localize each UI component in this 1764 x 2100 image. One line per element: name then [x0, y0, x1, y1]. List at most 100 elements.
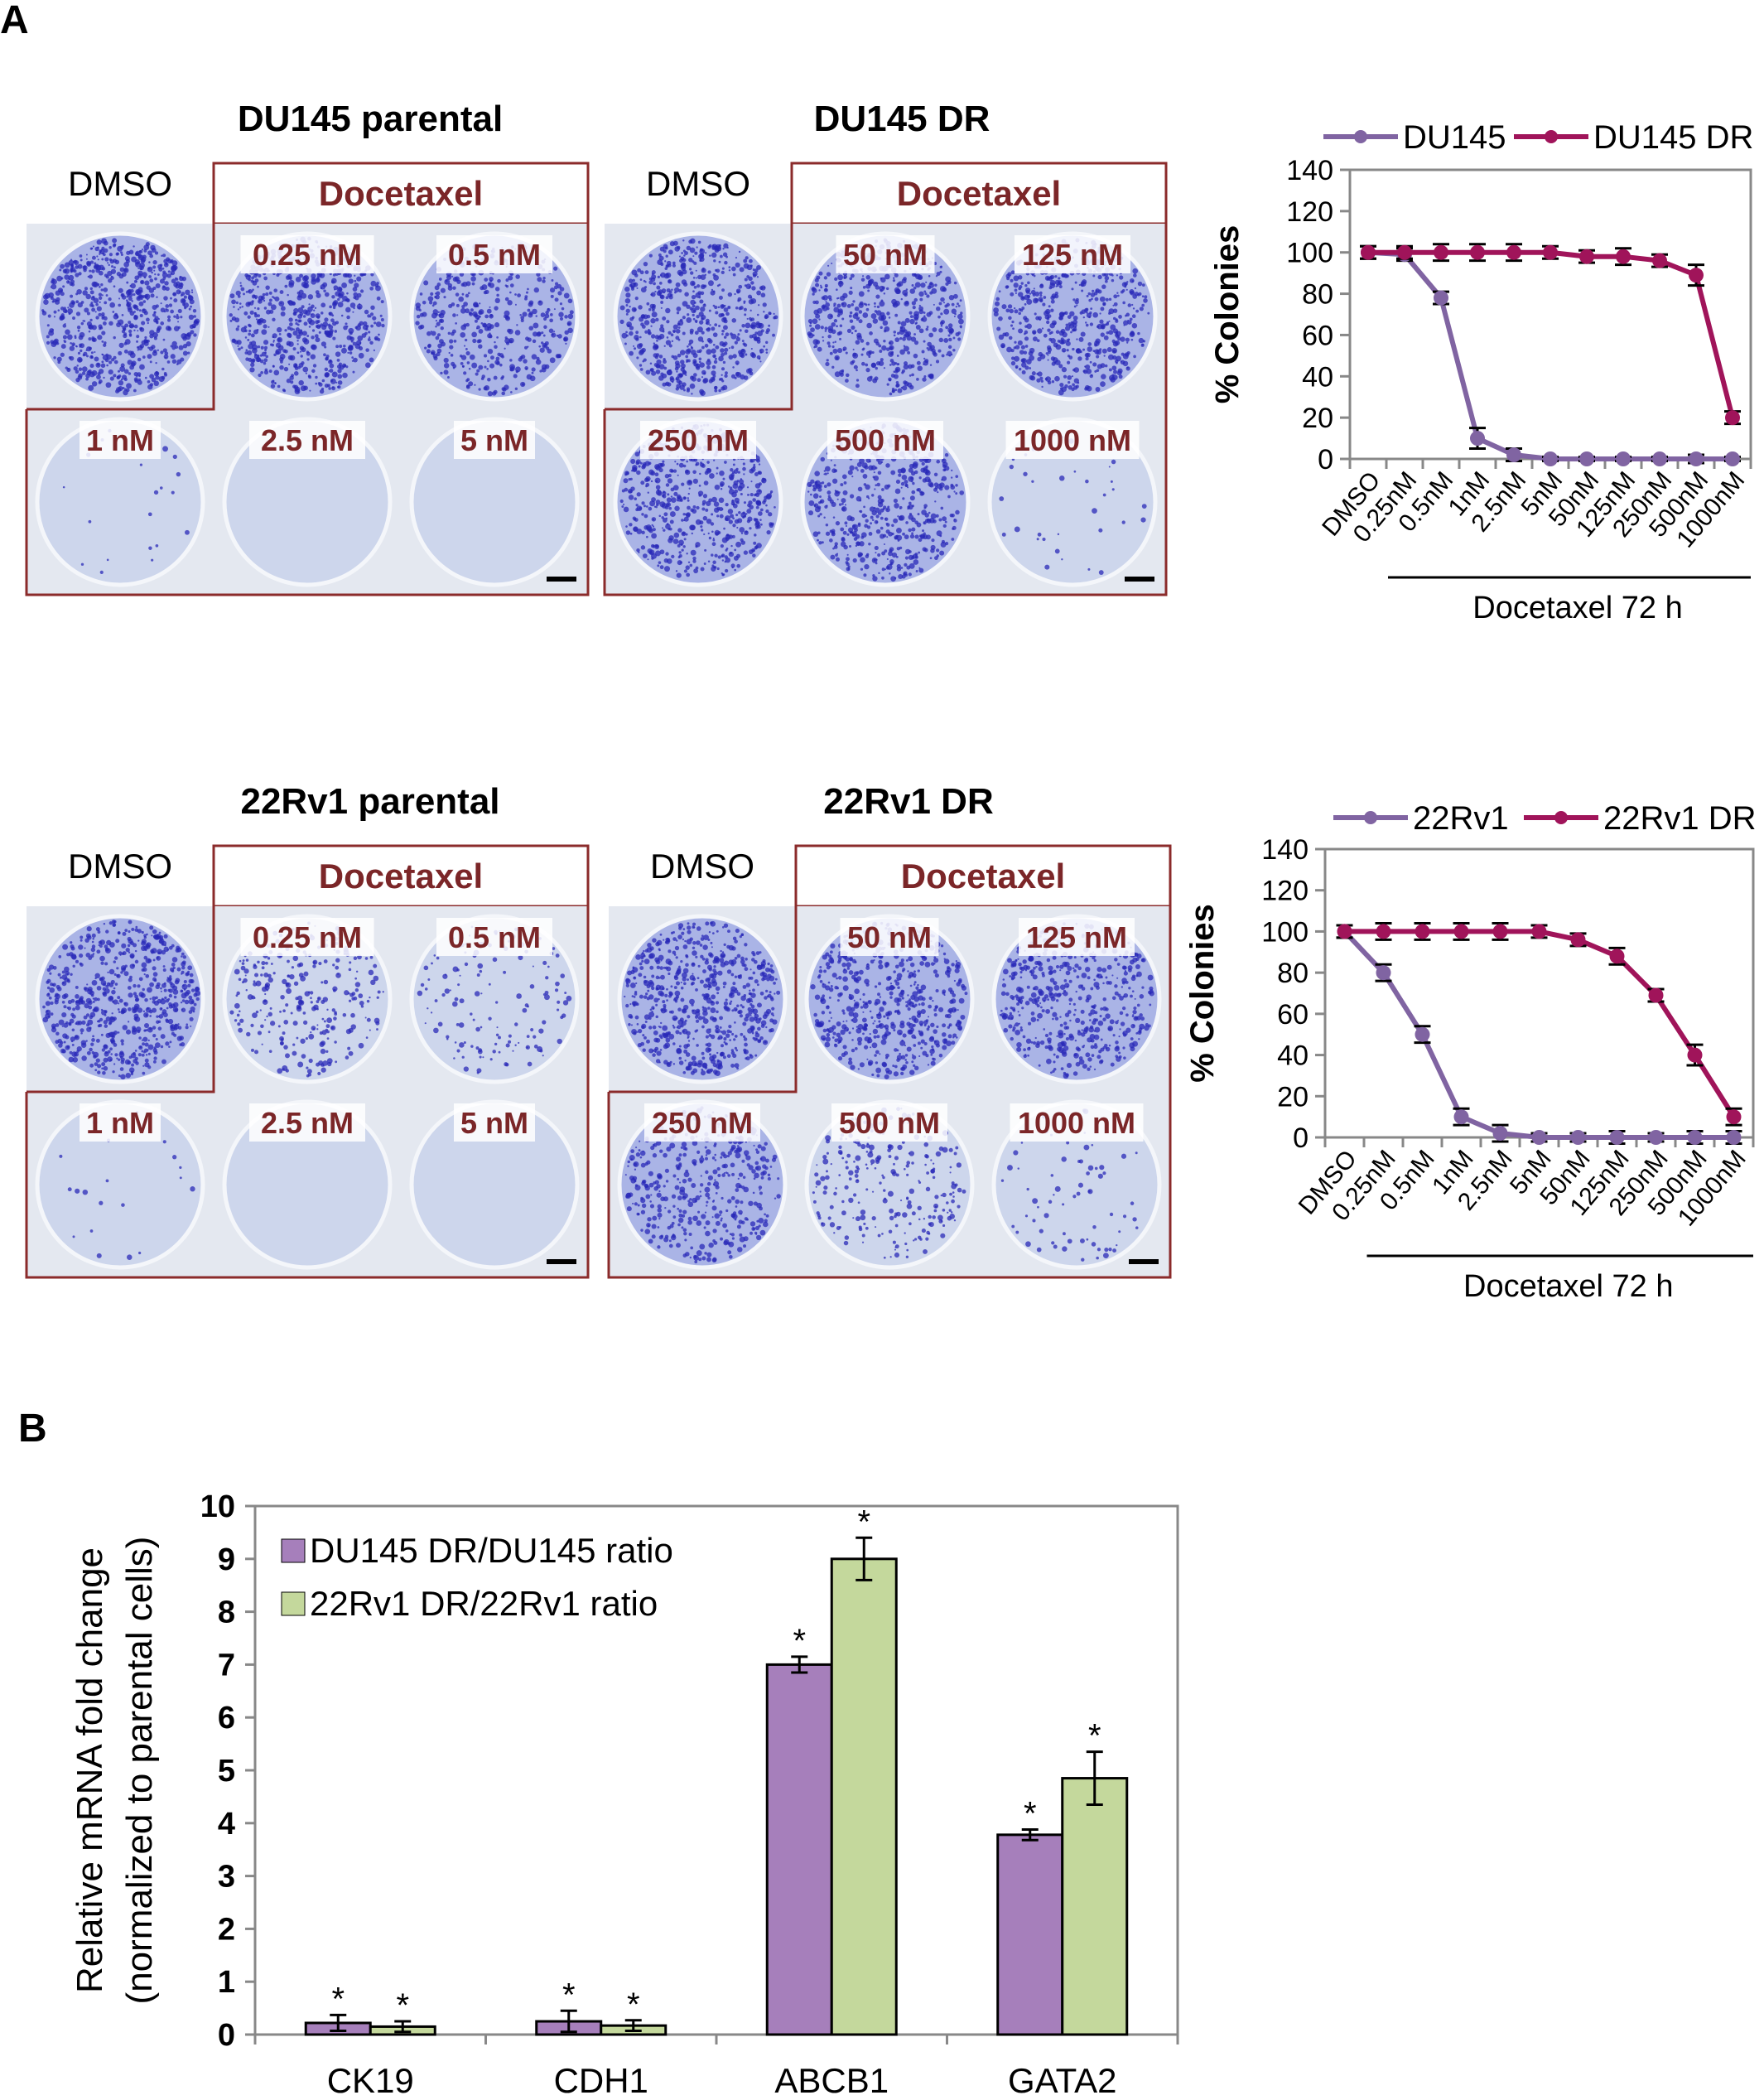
- colony: [123, 268, 129, 273]
- colony: [809, 324, 812, 327]
- colony: [929, 364, 933, 366]
- colony: [912, 306, 916, 310]
- colony: [736, 563, 741, 568]
- colony: [75, 345, 78, 347]
- colony: [931, 374, 934, 377]
- colony: [248, 323, 251, 327]
- colony: [496, 336, 499, 339]
- colony: [302, 315, 306, 318]
- colony: [682, 331, 686, 336]
- colony: [438, 278, 442, 281]
- colony: [99, 253, 101, 255]
- colony: [873, 281, 879, 287]
- colony: [625, 292, 631, 298]
- colony: [814, 506, 821, 513]
- colony: [706, 365, 711, 369]
- colony: [758, 322, 763, 327]
- colony: [653, 363, 658, 367]
- colony: [744, 278, 748, 282]
- colony: [1024, 317, 1029, 323]
- colony: [1131, 303, 1134, 307]
- colony: [166, 1007, 169, 1010]
- colony: [1067, 374, 1072, 380]
- colony: [636, 470, 641, 476]
- colony: [324, 292, 330, 297]
- colony: [827, 334, 831, 339]
- colony: [824, 504, 828, 509]
- colony: [160, 1045, 164, 1049]
- colony: [664, 566, 671, 572]
- colony: [174, 1008, 179, 1012]
- colony: [380, 317, 384, 321]
- colony: [759, 360, 762, 363]
- colony: [745, 283, 752, 290]
- colony: [140, 295, 144, 299]
- colony: [297, 391, 300, 393]
- colony: [70, 269, 72, 272]
- colony: [862, 312, 869, 318]
- colony: [97, 335, 103, 340]
- colony: [494, 306, 499, 311]
- colony: [675, 387, 679, 391]
- colony: [416, 314, 421, 319]
- colony: [651, 270, 656, 275]
- colony: [160, 321, 165, 326]
- colony: [721, 559, 725, 562]
- colony: [629, 316, 634, 321]
- colony: [863, 505, 865, 509]
- colony: [1108, 308, 1115, 315]
- colony: [183, 302, 190, 308]
- colony: [120, 971, 123, 974]
- colony: [184, 307, 187, 310]
- colony: [365, 348, 369, 352]
- colony: [92, 1001, 95, 1003]
- colony: [345, 365, 349, 369]
- colony: [182, 344, 188, 349]
- colony: [721, 367, 725, 371]
- colony: [297, 307, 304, 313]
- colony: [1008, 316, 1012, 321]
- colony: [181, 1008, 183, 1011]
- colony: [666, 336, 669, 339]
- colony: [51, 283, 57, 290]
- colony: [750, 347, 753, 350]
- colony: [958, 318, 964, 325]
- colony: [766, 328, 770, 333]
- colony: [443, 363, 450, 369]
- colony: [359, 289, 364, 293]
- colony: [646, 302, 650, 306]
- colony: [465, 281, 471, 287]
- colony: [99, 301, 101, 303]
- colony: [428, 301, 433, 305]
- colony: [681, 279, 687, 285]
- colony: [74, 260, 80, 266]
- colony: [1020, 345, 1025, 350]
- colony: [1117, 294, 1120, 297]
- colony: [756, 313, 759, 316]
- colony: [950, 483, 954, 487]
- colony: [465, 322, 470, 327]
- colony: [642, 360, 645, 363]
- colony: [662, 518, 668, 523]
- colony: [1108, 368, 1112, 372]
- colony: [845, 379, 849, 383]
- colony: [874, 305, 876, 308]
- colony: [1037, 356, 1042, 362]
- colony: [1092, 362, 1097, 367]
- colony: [1106, 347, 1112, 352]
- colony: [916, 360, 921, 365]
- colony: [692, 313, 695, 317]
- colony: [917, 365, 923, 371]
- colony: [460, 362, 464, 365]
- colony: [720, 348, 725, 353]
- colony: [1030, 289, 1036, 295]
- colony: [1125, 337, 1130, 342]
- colony: [99, 264, 104, 271]
- colony: [715, 244, 721, 250]
- colony: [311, 369, 316, 374]
- colony: [653, 342, 656, 345]
- colony: [481, 284, 488, 291]
- scale-bar: [547, 577, 576, 582]
- colony: [751, 548, 755, 553]
- colony: [286, 343, 289, 345]
